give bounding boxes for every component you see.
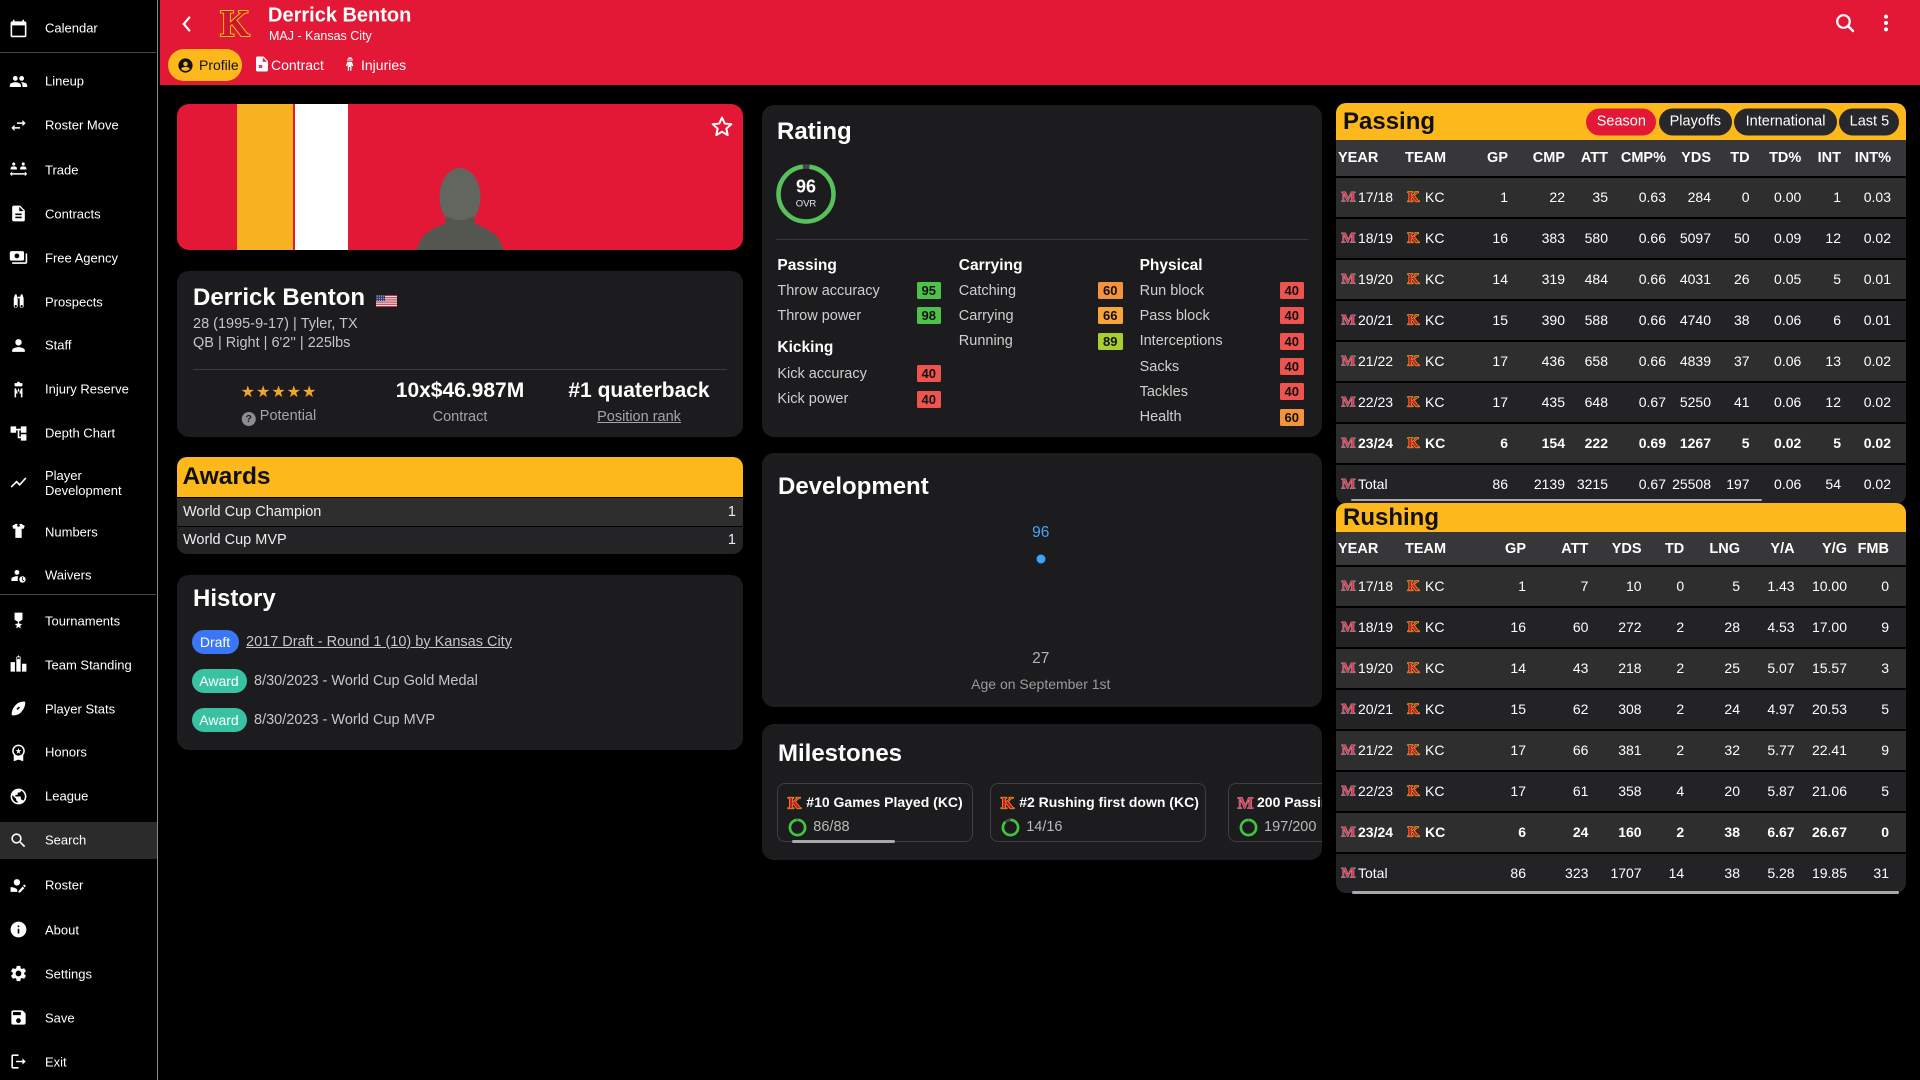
svg-text:M: M — [1341, 354, 1355, 370]
svg-text:M: M — [1341, 866, 1355, 882]
svg-text:M: M — [1341, 825, 1355, 841]
svg-text:K: K — [1001, 793, 1015, 812]
svg-text:K: K — [1407, 354, 1419, 370]
svg-text:K: K — [220, 3, 250, 45]
svg-text:K: K — [1407, 702, 1419, 718]
svg-text:M: M — [1341, 702, 1355, 718]
svg-text:M: M — [1341, 436, 1355, 452]
svg-text:M: M — [1341, 743, 1355, 759]
svg-text:K: K — [1407, 579, 1419, 595]
svg-text:K: K — [1407, 743, 1419, 759]
svg-text:K: K — [1407, 313, 1419, 329]
svg-text:K: K — [1407, 436, 1419, 452]
svg-text:K: K — [1407, 190, 1419, 206]
svg-text:K: K — [788, 793, 802, 812]
svg-text:K: K — [1407, 272, 1419, 288]
svg-text:K: K — [1407, 784, 1419, 800]
svg-text:K: K — [1407, 395, 1419, 411]
svg-text:M: M — [1341, 190, 1355, 206]
svg-text:M: M — [1341, 477, 1355, 493]
svg-text:M: M — [1341, 661, 1355, 677]
svg-text:M: M — [1341, 784, 1355, 800]
svg-text:K: K — [1407, 661, 1419, 677]
svg-text:M: M — [1341, 313, 1355, 329]
svg-text:M: M — [1341, 579, 1355, 595]
svg-text:K: K — [1407, 231, 1419, 247]
svg-text:M: M — [1341, 620, 1355, 636]
svg-text:K: K — [1407, 825, 1419, 841]
svg-text:M: M — [1341, 272, 1355, 288]
svg-text:M: M — [1341, 395, 1355, 411]
svg-text:K: K — [1407, 620, 1419, 636]
svg-text:M: M — [1341, 231, 1355, 247]
svg-text:M: M — [1237, 793, 1253, 812]
